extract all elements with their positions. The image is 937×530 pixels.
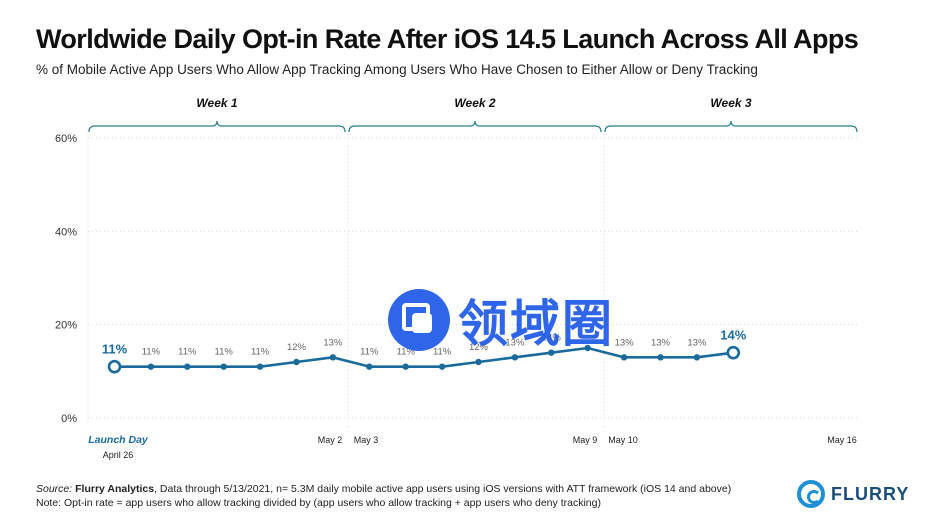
- x-tick-label: May 3: [354, 435, 379, 445]
- y-tick-label: 0%: [61, 413, 77, 425]
- data-label: 11%: [360, 347, 379, 358]
- source-name: Flurry Analytics: [75, 483, 155, 495]
- data-point: [475, 358, 482, 366]
- series-line: [114, 346, 734, 368]
- data-point: [329, 354, 337, 361]
- data-point: [402, 363, 409, 370]
- watermark-logo-icon: [388, 289, 450, 351]
- source-prefix: Source:: [36, 483, 76, 495]
- data-point: [220, 363, 227, 370]
- data-label: 14%: [720, 328, 746, 343]
- watermark-text: 领域圈: [458, 296, 614, 352]
- x-tick-label: Launch Day: [88, 434, 149, 446]
- data-label: 13%: [505, 337, 525, 348]
- data-label: 11%: [397, 347, 416, 358]
- flurry-logo-text: FLURRY: [831, 483, 910, 504]
- data-point: [511, 354, 519, 361]
- watermark: 领域圈: [388, 284, 614, 356]
- flurry-logo: FLURRY: [797, 478, 909, 510]
- data-point: [657, 354, 664, 361]
- data-point: [548, 349, 555, 356]
- data-label: 12%: [287, 342, 307, 353]
- x-tick-label: May 2: [318, 435, 343, 445]
- axis-labels: 0% 20% 40% 60% Launch Day April 26 May 2 May 3 M…: [55, 133, 857, 460]
- chart-title: Worldwide Daily Opt-in Rate After iOS 14…: [36, 24, 859, 54]
- source-detail: , Data through 5/13/2021, n= 5.3M daily …: [154, 483, 732, 495]
- data-point: [693, 354, 701, 361]
- data-label: 13%: [651, 337, 671, 348]
- data-label: 14%: [542, 333, 562, 344]
- series-line: [114, 346, 734, 368]
- data-label: 13%: [615, 337, 635, 348]
- data-point: [584, 344, 591, 352]
- week-label: Week 3: [710, 96, 751, 110]
- data-label: 13%: [687, 337, 707, 348]
- data-point: [256, 363, 264, 370]
- x-tick-sublabel: April 26: [103, 450, 134, 460]
- endpoint-marker: [726, 345, 741, 360]
- data-label: 11%: [178, 347, 197, 358]
- footer-source: Source: Flurry Analytics, Data through 5…: [36, 483, 731, 495]
- data-label: 11%: [142, 347, 161, 358]
- week-label: Week 2: [454, 96, 495, 110]
- x-tick-label: May 9: [573, 435, 598, 445]
- data-label: 11%: [102, 342, 128, 357]
- data-point: [620, 354, 628, 361]
- week-label: Week 1: [196, 96, 237, 110]
- grid-layer: [87, 130, 860, 430]
- opt-in-rate-chart: Week 1 Week 2 Week 3 0% 20% 40% 60% Launch Day…: [55, 96, 860, 460]
- footer-note: Note: Opt-in rate = app users who allow …: [36, 497, 601, 509]
- y-tick-label: 60%: [55, 133, 77, 145]
- week-bracket: [88, 120, 346, 133]
- data-label: 11%: [251, 347, 270, 358]
- data-point: [366, 363, 373, 370]
- data-label: 13%: [323, 337, 343, 348]
- data-label: 12%: [469, 342, 489, 353]
- y-tick-label: 20%: [55, 320, 77, 332]
- week-bracket: [604, 120, 858, 133]
- chart-subtitle: % of Mobile Active App Users Who Allow A…: [36, 62, 758, 77]
- week-brackets: Week 1 Week 2 Week 3: [88, 96, 858, 133]
- data-point: [293, 358, 300, 366]
- data-points: 11% 11% 11% 11% 11% 12% 13% 11% 11% 11% 12% 13% 14% 1…: [102, 328, 747, 374]
- endpoint-marker: [107, 359, 122, 374]
- data-point: [147, 363, 155, 370]
- data-point: [184, 363, 191, 370]
- data-point: [438, 363, 446, 370]
- flurry-swirl-icon: [797, 480, 825, 508]
- week-bracket: [348, 120, 602, 133]
- data-label: 11%: [215, 347, 234, 358]
- data-label: 11%: [433, 347, 452, 358]
- x-tick-label: May 10: [608, 435, 638, 445]
- y-tick-label: 40%: [55, 226, 77, 238]
- x-tick-label: May 16: [827, 435, 857, 445]
